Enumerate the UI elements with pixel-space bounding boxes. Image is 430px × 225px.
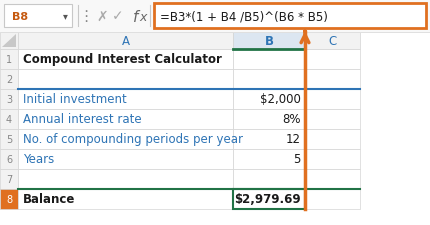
Text: 12: 12: [286, 133, 301, 146]
Bar: [305, 90, 360, 110]
Text: 5: 5: [294, 153, 301, 166]
Text: =B3*(1 + B4 /B5)^(B6 * B5): =B3*(1 + B4 /B5)^(B6 * B5): [160, 10, 328, 23]
Bar: [305, 149, 360, 169]
Bar: [305, 50, 360, 70]
Bar: [305, 110, 360, 129]
Text: 8%: 8%: [283, 113, 301, 126]
Text: ⋮: ⋮: [78, 9, 94, 24]
Bar: [0, 129, 18, 149]
Text: Initial investment: Initial investment: [23, 93, 127, 106]
Text: Annual interest rate: Annual interest rate: [23, 113, 141, 126]
Text: ✓: ✓: [112, 9, 124, 23]
Text: No. of compounding periods per year: No. of compounding periods per year: [23, 133, 243, 146]
Bar: [305, 70, 360, 90]
Bar: [233, 129, 305, 149]
Text: 6: 6: [6, 154, 12, 164]
Text: ▾: ▾: [62, 11, 68, 21]
Text: 7: 7: [6, 174, 12, 184]
Text: $2,000: $2,000: [260, 93, 301, 106]
Text: ✗: ✗: [96, 9, 108, 23]
Bar: [0, 33, 18, 50]
Text: $2,979.69: $2,979.69: [234, 193, 301, 206]
Text: B: B: [264, 35, 273, 48]
Bar: [305, 189, 360, 209]
Text: B8: B8: [12, 11, 28, 21]
Bar: [305, 33, 360, 50]
Bar: [18, 70, 233, 90]
Bar: [18, 90, 233, 110]
Polygon shape: [2, 35, 16, 48]
Bar: [18, 129, 233, 149]
Text: 8: 8: [6, 194, 12, 204]
Bar: [233, 50, 305, 70]
Bar: [233, 189, 305, 209]
Bar: [0, 50, 18, 70]
Bar: [18, 33, 233, 50]
Bar: [18, 149, 233, 169]
Bar: [305, 129, 360, 149]
Bar: [0, 149, 18, 169]
Bar: [0, 70, 18, 90]
Bar: [0, 0, 430, 33]
Bar: [233, 169, 305, 189]
Bar: [233, 33, 305, 50]
Bar: [0, 110, 18, 129]
Text: Years: Years: [23, 153, 54, 166]
Bar: [154, 4, 426, 29]
Bar: [233, 70, 305, 90]
Bar: [233, 110, 305, 129]
Text: A: A: [122, 35, 129, 48]
Bar: [18, 110, 233, 129]
Text: f: f: [133, 10, 139, 25]
Text: 4: 4: [6, 115, 12, 124]
Text: 3: 3: [6, 94, 12, 105]
Bar: [4, 5, 72, 28]
Bar: [18, 50, 233, 70]
Bar: [18, 189, 233, 209]
Bar: [0, 90, 18, 110]
Text: C: C: [329, 35, 337, 48]
Bar: [18, 169, 233, 189]
Bar: [305, 169, 360, 189]
Text: 1: 1: [6, 55, 12, 65]
Bar: [0, 189, 18, 209]
Bar: [233, 149, 305, 169]
Bar: [233, 90, 305, 110]
Text: x: x: [139, 11, 147, 24]
Text: 2: 2: [6, 75, 12, 85]
Text: Balance: Balance: [23, 193, 75, 206]
Bar: [0, 169, 18, 189]
Text: 5: 5: [6, 134, 12, 144]
Text: Compound Interest Calculator: Compound Interest Calculator: [23, 53, 222, 66]
